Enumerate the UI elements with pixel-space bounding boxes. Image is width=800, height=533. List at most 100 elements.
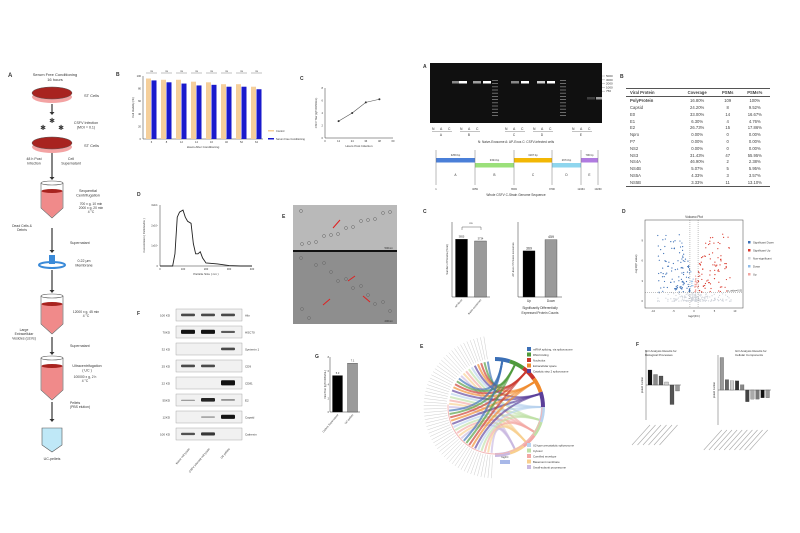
volcano-point xyxy=(718,290,720,292)
ladder-band xyxy=(492,80,498,81)
table-cell: 46.90% xyxy=(690,159,705,165)
volcano-point xyxy=(700,297,703,299)
go-term-label xyxy=(729,429,748,451)
go-bar xyxy=(653,374,658,386)
gene-label-tick xyxy=(423,401,447,404)
volcano-point xyxy=(671,267,673,269)
volcano-point xyxy=(685,280,688,283)
table-cell: 4.33% xyxy=(691,172,704,178)
volcano-point xyxy=(692,292,694,294)
gene-label-tick xyxy=(446,354,463,372)
step-pellets-line: Pellets xyxy=(70,401,80,405)
ladder-size-label: 750 xyxy=(606,89,611,93)
volcano-point xyxy=(688,265,690,267)
step-lev-line: Extracellular xyxy=(15,332,35,336)
size-distribution-line xyxy=(160,209,252,267)
y-tick-label: 2 xyxy=(322,124,324,128)
volcano-point xyxy=(687,266,690,269)
bar-serum-free xyxy=(241,86,247,139)
volcano-point xyxy=(692,285,694,287)
go-term-label xyxy=(653,424,673,446)
table-cell: 2.38% xyxy=(748,159,761,165)
gene-label-tick xyxy=(428,424,451,434)
volcano-point xyxy=(695,280,697,282)
dna-band xyxy=(596,97,604,100)
legend-label: Basement membrane xyxy=(533,460,560,464)
volcano-point xyxy=(700,295,702,297)
volcano-point xyxy=(688,268,691,270)
volcano-point xyxy=(687,294,690,296)
volcano-point xyxy=(708,253,710,256)
volcano-point xyxy=(682,284,684,286)
legend-swatch xyxy=(527,454,531,458)
volcano-point xyxy=(691,298,693,300)
panel-label-e-right: E xyxy=(420,344,424,350)
volcano-point xyxy=(675,289,677,291)
bar-serum-free xyxy=(211,84,217,139)
filter-icon xyxy=(49,255,55,264)
volcano-point xyxy=(679,240,681,242)
table-cell: E1 xyxy=(630,118,636,124)
gene-label-tick xyxy=(473,338,481,361)
lane-legend: N: Naive-Exosome A: AP-Exos C: CSFV-infe… xyxy=(478,140,555,144)
gene-label-tick xyxy=(425,417,448,424)
vesicle xyxy=(344,226,348,230)
bar-serum-free xyxy=(196,85,202,139)
lane-label: N xyxy=(505,127,508,131)
y-axis-label: protein number xyxy=(713,382,716,398)
volcano-point xyxy=(662,239,664,241)
volcano-point xyxy=(708,282,710,284)
volcano-point xyxy=(682,290,684,293)
volcano-point xyxy=(702,268,704,270)
volcano-point xyxy=(681,281,683,283)
ladder-band xyxy=(560,83,566,84)
volcano-point xyxy=(671,300,673,302)
segment-size-label: 3197 bp xyxy=(528,153,538,157)
x-tick-label: 6 xyxy=(151,140,153,144)
bar xyxy=(455,239,468,298)
volcano-point xyxy=(667,265,669,267)
ladder-band xyxy=(560,80,566,81)
go-term-label xyxy=(642,424,662,446)
y-tick-label: 4 xyxy=(328,384,330,387)
table-cell: P7 xyxy=(630,138,636,144)
volcano-point xyxy=(704,282,707,285)
panel-label-e: E xyxy=(282,214,286,220)
fragment-label: E xyxy=(580,133,582,137)
chart-title: GO Analysis Results for xyxy=(735,349,767,353)
ns-annotation: ns xyxy=(180,70,183,73)
step-supernatant-2-line: Supernatant xyxy=(70,344,90,348)
table-cell: PolyProtein xyxy=(630,98,654,104)
arrow-icon xyxy=(49,337,55,355)
ns-annotation: ns xyxy=(469,221,473,225)
volcano-point xyxy=(681,287,683,289)
volcano-point xyxy=(726,290,728,292)
volcano-point xyxy=(692,278,694,280)
gene-label-tick xyxy=(435,433,455,446)
legend-swatch xyxy=(748,257,751,260)
gene-label-tick xyxy=(443,357,461,374)
fragment-label: D xyxy=(541,133,544,137)
volcano-point xyxy=(720,260,722,262)
volcano-point xyxy=(684,260,686,262)
x-axis-label: log2(FC) xyxy=(688,314,700,318)
table-cell: 2 xyxy=(726,159,729,165)
volcano-point xyxy=(695,294,697,296)
volcano-point xyxy=(717,241,719,244)
volcano-point xyxy=(658,272,660,275)
volcano-point xyxy=(727,236,729,238)
volcano-point xyxy=(709,283,712,285)
volcano-point xyxy=(670,241,672,243)
volcano-point xyxy=(729,277,731,279)
volcano-point xyxy=(663,286,665,288)
volcano-point xyxy=(668,261,670,263)
molecular-weight-label: 12KD xyxy=(162,416,170,420)
volcano-point xyxy=(718,294,721,297)
volcano-point xyxy=(704,255,707,257)
red-arrow-icon xyxy=(332,219,341,229)
x-tick-label: 40 xyxy=(225,140,228,144)
panel-label-a-right: A xyxy=(423,64,427,70)
volcano-point xyxy=(692,294,694,296)
vesicle xyxy=(314,240,318,244)
